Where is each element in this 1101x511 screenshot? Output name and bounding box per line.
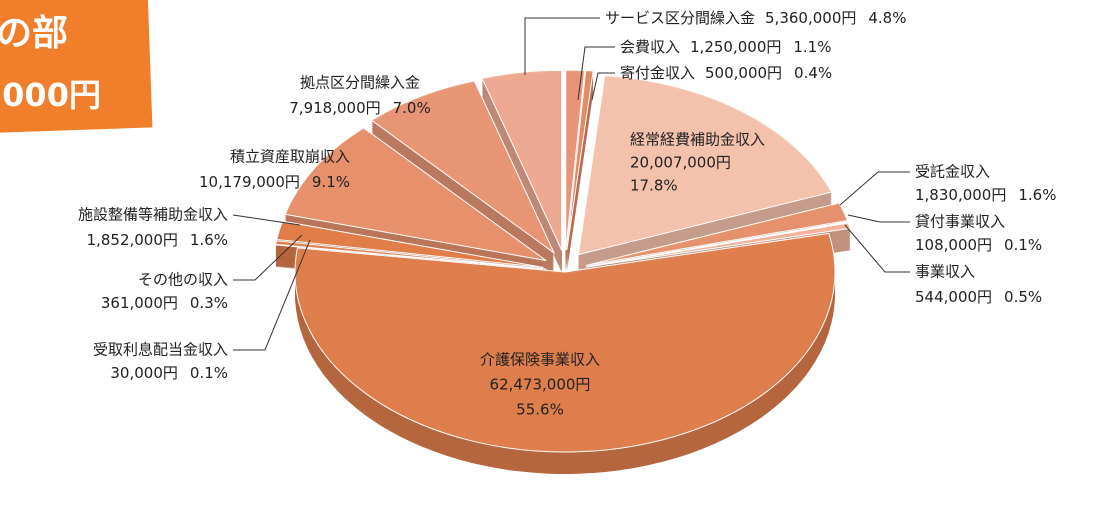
category-label: 寄付金収入: [620, 64, 695, 82]
data-label: 361,000円 0.3%: [101, 294, 228, 312]
percent-label: 9.1%: [312, 173, 350, 191]
amount-label: 108,000円: [915, 236, 992, 254]
slice-side: [566, 82, 594, 263]
percent-label: 1.1%: [793, 38, 831, 56]
category-label: 施設整備等補助金収入: [78, 206, 228, 224]
category-label: 介護保険事業収入: [480, 351, 600, 369]
amount-label: 62,473,000円: [490, 376, 591, 394]
amount-label: 544,000円: [915, 288, 992, 306]
data-label: 7,918,000円 7.0%: [289, 99, 430, 117]
percent-label: 1.6%: [190, 231, 228, 249]
slice: [284, 127, 547, 262]
category-label: サービス区分間繰入金: [605, 9, 755, 27]
title-box: の部 ,000円: [0, 0, 153, 134]
leader-line: [844, 224, 910, 273]
slice: [586, 222, 851, 268]
slice-side: [566, 90, 594, 271]
data-label: 544,000円 0.5%: [915, 288, 1042, 306]
data-label: 10,179,000円 9.1%: [199, 173, 350, 191]
amount-label: 1,250,000円: [690, 38, 781, 56]
slice-side: [566, 74, 594, 255]
amount-label: 30,000円: [110, 364, 178, 382]
slice: [276, 220, 544, 268]
category-label: 会費収入: [620, 38, 680, 56]
slice-side: [566, 80, 594, 261]
amount-label: 20,007,000円: [630, 154, 731, 172]
amount-label: 5,360,000円: [765, 9, 856, 27]
slice-side: [566, 88, 594, 269]
leader-line: [524, 17, 600, 75]
percent-label: 17.8%: [630, 177, 678, 195]
amount-label: 500,000円: [705, 64, 782, 82]
data-label: 108,000円 0.1%: [915, 236, 1042, 254]
slice-side: [566, 78, 594, 259]
percent-label: 0.4%: [794, 64, 832, 82]
data-label: 1,852,000円 1.6%: [87, 231, 228, 249]
slice-side: [566, 84, 594, 265]
slice: [370, 80, 556, 255]
chart-title: の部: [0, 13, 68, 54]
percent-label: 4.8%: [868, 9, 906, 27]
leader-line: [233, 239, 311, 351]
leader-line: [577, 46, 615, 101]
amount-label: 10,179,000円: [199, 173, 300, 191]
category-label: 拠点区分間繰入金: [300, 74, 420, 92]
data-label: 1,830,000円 1.6%: [915, 186, 1056, 204]
percent-label: 0.5%: [1004, 288, 1042, 306]
slice: [577, 74, 833, 256]
percent-label: 55.6%: [516, 401, 564, 419]
leader-line: [591, 72, 615, 101]
slice: [566, 69, 594, 251]
percent-label: 7.0%: [393, 99, 431, 117]
category-label: 経常経費補助金収入: [630, 131, 765, 149]
slice: [294, 232, 836, 453]
category-label: 事業収入: [915, 263, 975, 281]
amount-label: 1,852,000円: [87, 231, 178, 249]
slice-side: [566, 76, 594, 257]
data-label: 寄付金収入 500,000円 0.4%: [620, 64, 832, 82]
slice-side: [566, 86, 594, 267]
percent-label: 1.6%: [1018, 186, 1056, 204]
data-label: 会費収入 1,250,000円 1.1%: [620, 38, 831, 56]
leader-line: [233, 234, 303, 281]
leader-line: [839, 171, 910, 206]
data-label: 30,000円 0.1%: [110, 364, 228, 382]
slice: [481, 69, 563, 251]
chart-subtitle: ,000円: [0, 76, 101, 114]
slice: [585, 202, 849, 266]
title-background: [0, 0, 153, 134]
percent-label: 0.3%: [190, 294, 228, 312]
category-label: 受取利息配当金収入: [93, 341, 228, 359]
amount-label: 361,000円: [101, 294, 178, 312]
slice: [565, 69, 586, 251]
data-label: サービス区分間繰入金 5,360,000円 4.8%: [605, 9, 906, 27]
slice-side: [566, 92, 594, 273]
amount-label: 1,830,000円: [915, 186, 1006, 204]
category-label: 貸付事業収入: [915, 213, 1005, 231]
category-label: 積立資産取崩収入: [230, 148, 350, 166]
percent-label: 0.1%: [1004, 236, 1042, 254]
leader-line: [232, 214, 301, 226]
slice: [275, 240, 544, 270]
amount-label: 7,918,000円: [289, 99, 380, 117]
percent-label: 0.1%: [190, 364, 228, 382]
category-label: 受託金収入: [915, 163, 990, 181]
category-label: その他の収入: [138, 271, 228, 289]
leader-line: [847, 214, 910, 223]
